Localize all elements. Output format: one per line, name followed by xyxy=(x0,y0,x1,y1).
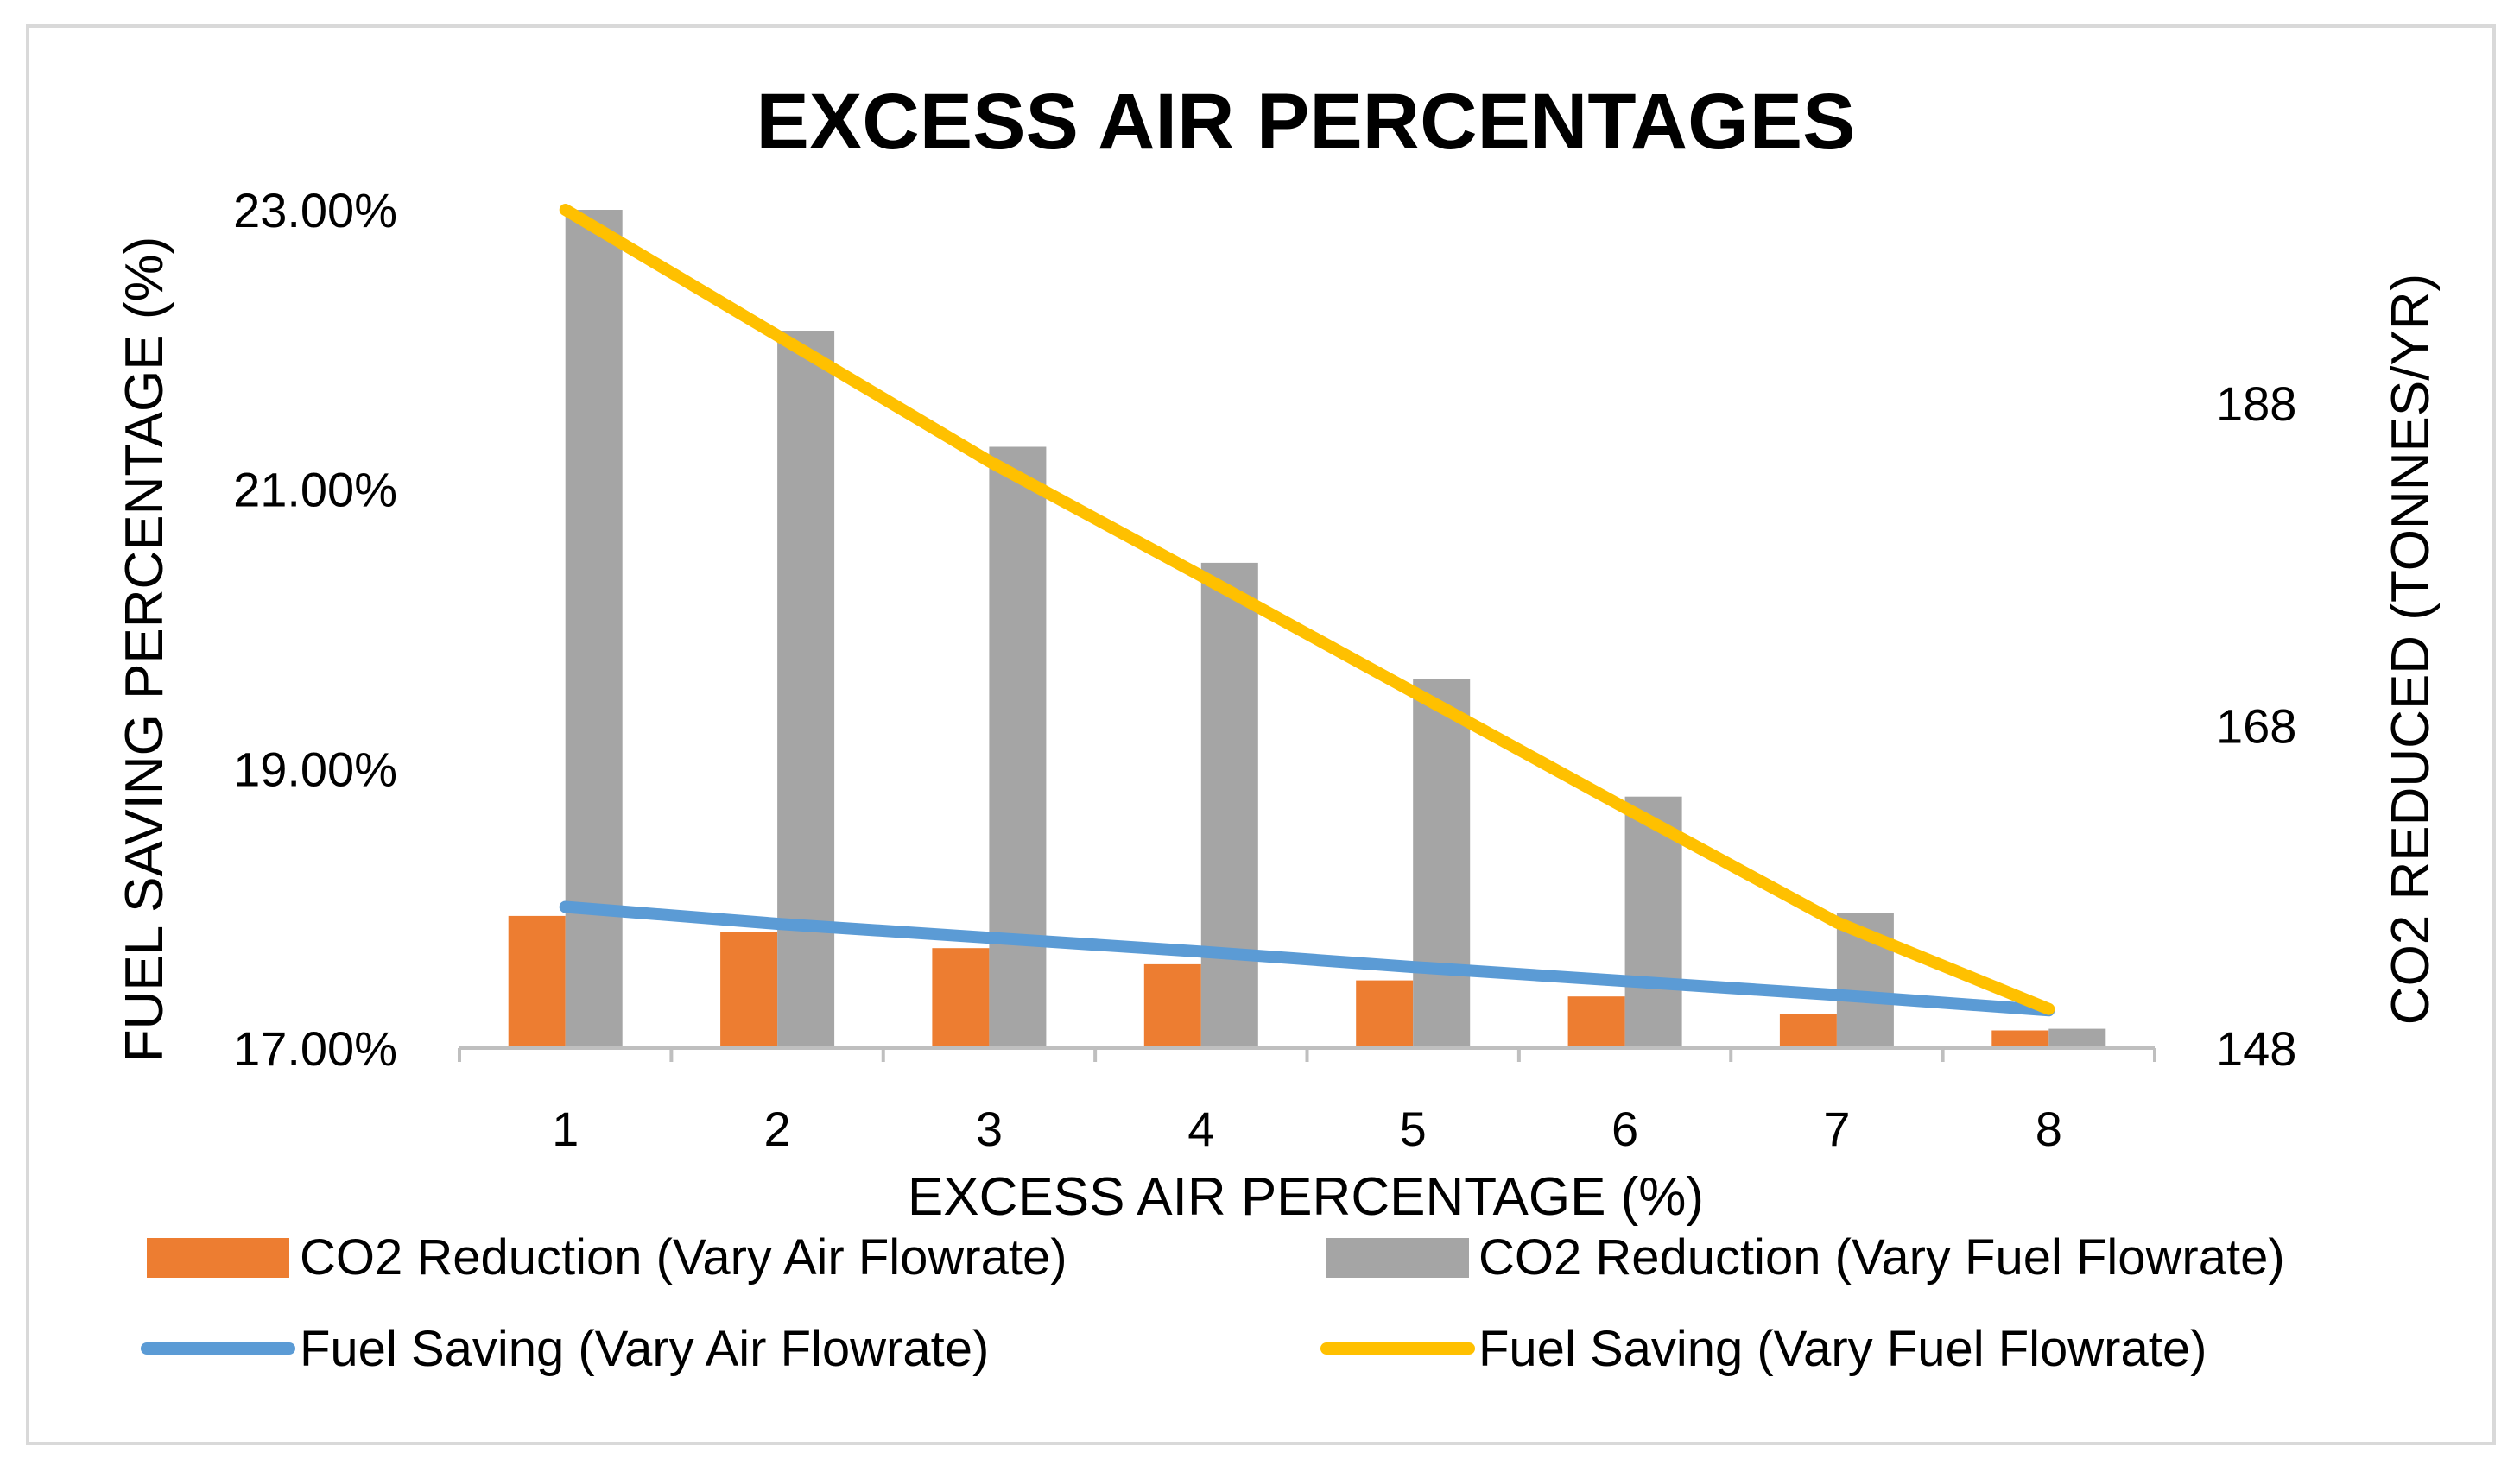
x-tick-label-4: 4 xyxy=(1187,1102,1214,1156)
legend-label-co2-fuel: CO2 Reduction (Vary Fuel Flowrate) xyxy=(1478,1229,2285,1286)
y-left-tick-label: 21.00% xyxy=(233,463,397,517)
legend-swatch-co2-air xyxy=(147,1238,289,1278)
bar-series2-cat2 xyxy=(777,331,835,1048)
legend-swatch-co2-fuel xyxy=(1326,1238,1469,1278)
x-tick-label-6: 6 xyxy=(1611,1102,1638,1156)
x-tick-label-3: 3 xyxy=(976,1102,1003,1156)
y-right-ticks: 148 168 188 xyxy=(2216,376,2296,1076)
bar-series1-cat7 xyxy=(1779,1014,1837,1048)
x-tick-label-7: 7 xyxy=(1823,1102,1850,1156)
y-left-axis-title: FUEL SAVING PERCENTAGE (%) xyxy=(115,237,174,1063)
legend-label-fuel-fuel: Fuel Saving (Vary Fuel Flowrate) xyxy=(1478,1321,2207,1377)
legend-label-fuel-air: Fuel Saving (Vary Air Flowrate) xyxy=(300,1321,989,1377)
y-right-axis-title: CO2 REDUCED (TONNES/YR) xyxy=(2381,274,2441,1025)
bar-series2-cat1 xyxy=(565,210,623,1048)
chart-border xyxy=(26,24,2496,1445)
legend-label-co2-air: CO2 Reduction (Vary Air Flowrate) xyxy=(300,1229,1067,1286)
bar-series1-cat2 xyxy=(720,932,778,1048)
chart-title: EXCESS AIR PERCENTAGES xyxy=(757,78,1856,166)
bar-series2-cat3 xyxy=(989,446,1047,1048)
x-axis-title: EXCESS AIR PERCENTAGE (%) xyxy=(908,1167,1704,1227)
legend: CO2 Reduction (Vary Air Flowrate) CO2 Re… xyxy=(141,1229,2285,1377)
y-left-ticks: 17.00% 19.00% 21.00% 23.00% xyxy=(233,183,397,1076)
bar-series1-cat4 xyxy=(1143,963,1201,1048)
x-tick-label-8: 8 xyxy=(2036,1102,2062,1156)
bar-series1-cat5 xyxy=(1356,980,1414,1048)
bar-series1-cat1 xyxy=(508,915,566,1048)
line-series-1 xyxy=(559,900,2055,1017)
x-tick-label-5: 5 xyxy=(1400,1102,1427,1156)
y-left-tick-label: 23.00% xyxy=(233,183,397,237)
y-left-tick-label: 19.00% xyxy=(233,742,397,796)
bar-series1-cat8 xyxy=(1991,1030,2049,1048)
y-right-tick-label: 148 xyxy=(2216,1021,2296,1076)
y-right-tick-label: 188 xyxy=(2216,376,2296,431)
bar-series2-cat4 xyxy=(1200,562,1258,1048)
x-ticks: 1 2 3 4 5 6 7 8 xyxy=(458,1048,2156,1156)
bar-series1-cat6 xyxy=(1567,996,1625,1048)
y-left-tick-label: 17.00% xyxy=(233,1021,397,1076)
bar-series2-cat5 xyxy=(1413,679,1471,1048)
line-series-2 xyxy=(559,204,2055,1015)
bar-series2-cat8 xyxy=(2048,1028,2106,1048)
x-tick-label-2: 2 xyxy=(764,1102,791,1156)
lines-layer xyxy=(559,204,2055,1017)
x-tick-label-1: 1 xyxy=(552,1102,579,1156)
bar-series1-cat3 xyxy=(932,948,990,1048)
y-right-tick-label: 168 xyxy=(2216,699,2296,754)
